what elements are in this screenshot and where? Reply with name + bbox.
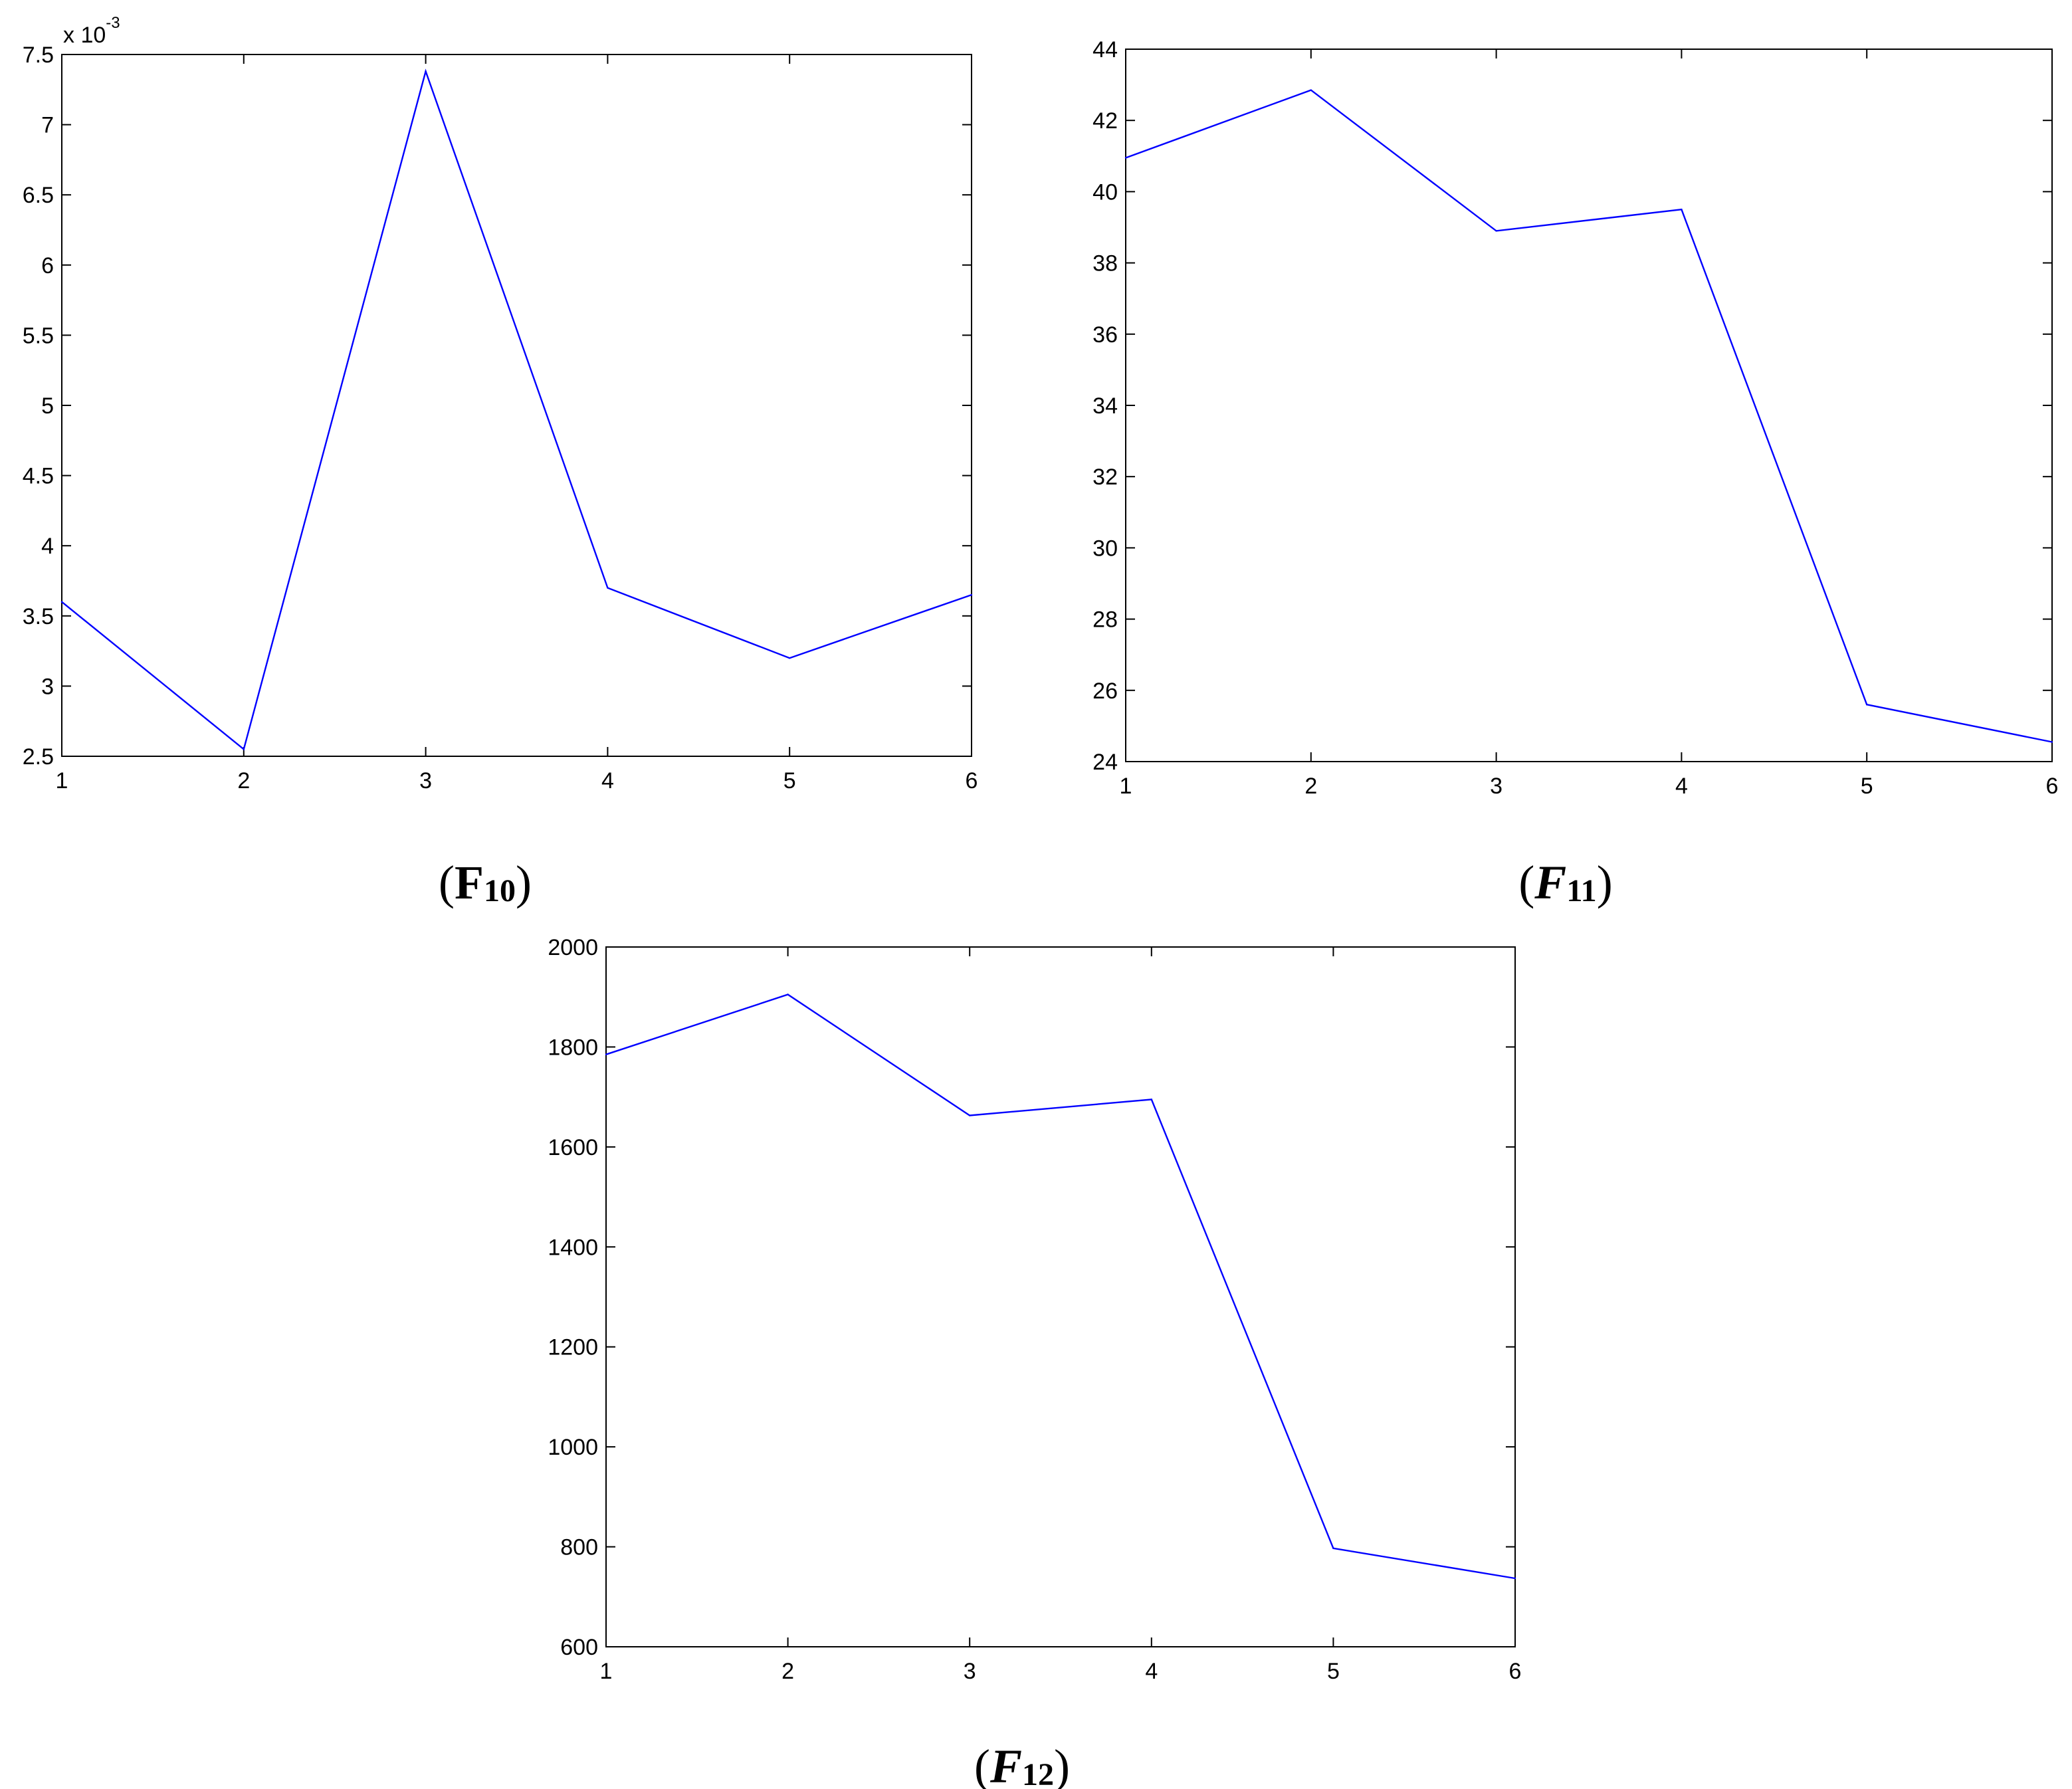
y-tick-label: 30	[1092, 536, 1118, 561]
data-point	[60, 601, 63, 603]
x-tick-label: 3	[964, 1659, 976, 1684]
y-tick-label: 7	[41, 113, 54, 138]
y-tick-label: 1800	[548, 1035, 598, 1060]
data-point	[1495, 230, 1497, 232]
data-point	[1514, 1577, 1516, 1580]
x-tick-label: 6	[2046, 774, 2059, 799]
y-tick-label: 1400	[548, 1235, 598, 1260]
chart-panel-3: 1 2 3 4 5 6 600 800 1000 1200 1400 1600 1800 2000 (F12…	[548, 935, 1521, 1789]
data-point	[243, 748, 245, 750]
data-point	[605, 1053, 607, 1055]
y-tick-label: 5	[41, 393, 54, 419]
y-tick-label: 40	[1092, 179, 1118, 205]
y-tick-label: 44	[1092, 37, 1118, 62]
y-tick-label: 1600	[548, 1135, 598, 1160]
x-tick-label: 4	[1675, 774, 1688, 799]
series-line	[1125, 89, 2053, 743]
x-tick-label: 6	[1509, 1659, 1522, 1684]
data-point	[607, 587, 609, 589]
data-point	[970, 593, 973, 596]
x-tick-label: 4	[1145, 1659, 1158, 1684]
x-tick-label: 3	[419, 768, 432, 793]
chart-panel-1: 1 2 3 4 5 6 2.5 3 3.5 4 4.5 5 5.5 6 6.5 7 7.5 x 10-3 (F10)	[23, 14, 978, 909]
y-tick-label: 2.5	[23, 744, 54, 770]
data-point	[1332, 1547, 1334, 1550]
y-tick-label: 24	[1092, 750, 1118, 775]
x-tick-label: 1	[600, 1659, 613, 1684]
data-point	[1681, 209, 1683, 211]
y-tick-label: 42	[1092, 108, 1118, 134]
x-tick-label: 1	[56, 768, 68, 793]
y-tick-label: 6	[41, 253, 54, 278]
y-tick-label: 5.5	[23, 323, 54, 348]
data-point	[2051, 741, 2053, 743]
y-tick-label: 800	[560, 1535, 598, 1560]
panel-caption: (F11)	[1518, 856, 1612, 909]
data-point	[1310, 89, 1312, 91]
data-point	[789, 657, 791, 659]
data-point	[787, 994, 789, 996]
y-tick-label: 34	[1092, 393, 1118, 419]
y-tick-label: 32	[1092, 465, 1118, 490]
y-tick-label: 2000	[548, 935, 598, 960]
y-tick-label: 7.5	[23, 43, 54, 68]
y-tick-label: 26	[1092, 679, 1118, 704]
y-tick-label: 36	[1092, 322, 1118, 348]
y-tick-label: 1200	[548, 1335, 598, 1360]
x-tick-label: 1	[1120, 774, 1132, 799]
data-point	[1866, 704, 1868, 706]
data-point	[1150, 1099, 1153, 1101]
y-tick-label: 3.5	[23, 604, 54, 629]
axes-frame	[605, 946, 1516, 1647]
y-tick-label: 4.5	[23, 464, 54, 489]
data-point	[1124, 157, 1127, 159]
x-tick-label: 4	[601, 768, 614, 793]
y-tick-label: 28	[1092, 607, 1118, 633]
x-tick-label: 3	[1490, 774, 1502, 799]
axes-frame	[1125, 49, 2053, 762]
x-tick-label: 5	[1861, 774, 1873, 799]
x-tick-label: 6	[966, 768, 978, 793]
y-tick-label: 6.5	[23, 183, 54, 208]
data-point	[969, 1114, 971, 1116]
axis-exponent-label: x 10-3	[63, 14, 120, 48]
y-tick-label: 4	[41, 534, 54, 559]
x-tick-label: 2	[237, 768, 250, 793]
axes-frame	[61, 54, 972, 757]
y-tick-label: 3	[41, 674, 54, 699]
panel-caption: (F12)	[974, 1740, 1070, 1789]
data-point	[425, 70, 427, 72]
x-tick-label: 2	[1304, 774, 1317, 799]
x-tick-label: 5	[783, 768, 796, 793]
series-line	[605, 994, 1516, 1580]
y-tick-label: 1000	[548, 1435, 598, 1460]
y-tick-label: 38	[1092, 251, 1118, 276]
y-tick-label: 600	[560, 1635, 598, 1660]
x-tick-label: 2	[781, 1659, 794, 1684]
panel-caption: (F10)	[439, 856, 532, 909]
series-line	[61, 68, 972, 751]
x-tick-label: 5	[1327, 1659, 1340, 1684]
